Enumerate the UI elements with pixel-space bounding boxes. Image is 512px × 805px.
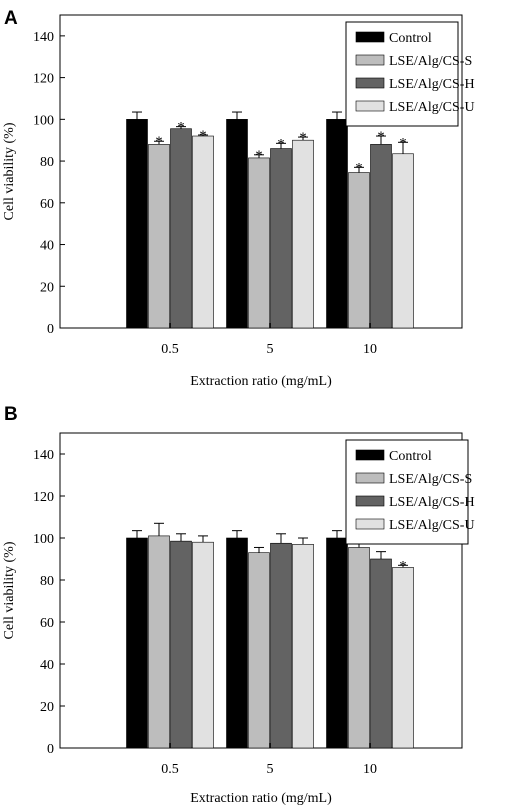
legend-label: LSE/Alg/CS-H — [389, 77, 475, 92]
bar-lse-alg-cs-s — [148, 535, 170, 749]
bar-control — [326, 119, 348, 329]
legend-label: Control — [389, 449, 432, 464]
bar-lse-alg-cs-s — [348, 547, 370, 749]
legend-swatch — [355, 54, 385, 66]
significance-marker: * — [277, 136, 285, 152]
legend-label: LSE/Alg/CS-U — [389, 100, 475, 115]
y-tick-label: 100 — [33, 113, 54, 128]
bar-control — [126, 119, 148, 329]
bar-control — [226, 119, 248, 329]
y-tick-label: 20 — [40, 280, 54, 295]
x-tick-label: 5 — [267, 762, 274, 777]
y-tick-label: 0 — [47, 322, 54, 337]
y-tick-label: 120 — [33, 72, 54, 87]
legend-swatch — [355, 449, 385, 461]
y-tick-label: 80 — [40, 574, 54, 589]
x-axis-label: Extraction ratio (mg/mL) — [190, 374, 332, 389]
y-tick-label: 100 — [33, 532, 54, 547]
legend-label: LSE/Alg/CS-U — [389, 518, 475, 533]
significance-marker: * — [299, 130, 307, 146]
legend-swatch — [355, 31, 385, 43]
significance-marker: * — [255, 148, 263, 164]
significance-marker: * — [399, 558, 407, 574]
bar-lse-alg-cs-u — [392, 567, 414, 749]
x-tick-label: 0.5 — [161, 342, 179, 357]
panel-label: B — [4, 404, 18, 425]
bar-lse-alg-cs-s — [348, 172, 370, 329]
chart-panel-b: B 0 20 40 60 80 100 120 140 Cell viability (%) 0.5… — [2, 404, 475, 805]
y-tick-label: 60 — [40, 197, 54, 212]
chart-panel-a: A 0 20 40 60 80 100 120 140 Cell viability (%) 0.5… — [2, 8, 475, 389]
legend-label: LSE/Alg/CS-S — [389, 472, 472, 487]
bar-lse-alg-cs-h — [170, 540, 192, 749]
bar-lse-alg-cs-u — [192, 135, 214, 329]
x-tick-label: 5 — [267, 342, 274, 357]
y-tick-label: 40 — [40, 239, 54, 254]
significance-marker: * — [355, 160, 363, 176]
bar-lse-alg-cs-u — [192, 541, 214, 749]
bar-lse-alg-cs-h — [370, 144, 392, 329]
legend-label: LSE/Alg/CS-H — [389, 495, 475, 510]
legend: Control LSE/Alg/CS-S LSE/Alg/CS-H LSE/Alg/C… — [345, 439, 475, 545]
legend-swatch — [355, 77, 385, 89]
significance-marker: * — [155, 134, 163, 150]
bar-lse-alg-cs-s — [248, 157, 270, 329]
bar-control — [226, 537, 248, 749]
x-tick-label: 10 — [363, 762, 377, 777]
bar-control — [326, 537, 348, 749]
bar-lse-alg-cs-u — [392, 153, 414, 329]
y-axis-label: Cell viability (%) — [2, 122, 17, 220]
x-axis-label: Extraction ratio (mg/mL) — [190, 791, 332, 805]
significance-marker: * — [377, 129, 385, 145]
legend: Control LSE/Alg/CS-S LSE/Alg/CS-H LSE/Alg/C… — [345, 21, 475, 127]
y-axis-label: Cell viability (%) — [2, 541, 17, 639]
bar-lse-alg-cs-u — [292, 543, 314, 749]
significance-marker: * — [399, 135, 407, 151]
y-tick-label: 120 — [33, 490, 54, 505]
bar-lse-alg-cs-s — [248, 552, 270, 749]
y-tick-label: 20 — [40, 700, 54, 715]
bar-lse-alg-cs-u — [292, 139, 314, 329]
significance-marker: * — [177, 120, 185, 136]
bar-lse-alg-cs-s — [148, 144, 170, 329]
y-tick-label: 80 — [40, 155, 54, 170]
bar-lse-alg-cs-h — [370, 558, 392, 749]
significance-marker: * — [199, 128, 207, 144]
y-tick-label: 60 — [40, 616, 54, 631]
y-tick-label: 140 — [33, 448, 54, 463]
legend-swatch — [355, 495, 385, 507]
panel-label: A — [4, 8, 18, 29]
y-tick-label: 0 — [47, 742, 54, 757]
y-tick-label: 40 — [40, 658, 54, 673]
legend-swatch — [355, 518, 385, 530]
legend-label: Control — [389, 31, 432, 46]
bar-lse-alg-cs-h — [170, 128, 192, 329]
bar-lse-alg-cs-h — [270, 148, 292, 329]
x-tick-label: 10 — [363, 342, 377, 357]
x-tick-label: 0.5 — [161, 762, 179, 777]
legend-swatch — [355, 100, 385, 112]
legend-swatch — [355, 472, 385, 484]
bar-control — [126, 537, 148, 749]
y-tick-label: 140 — [33, 30, 54, 45]
bar-lse-alg-cs-h — [270, 542, 292, 749]
legend-label: LSE/Alg/CS-S — [389, 54, 472, 69]
